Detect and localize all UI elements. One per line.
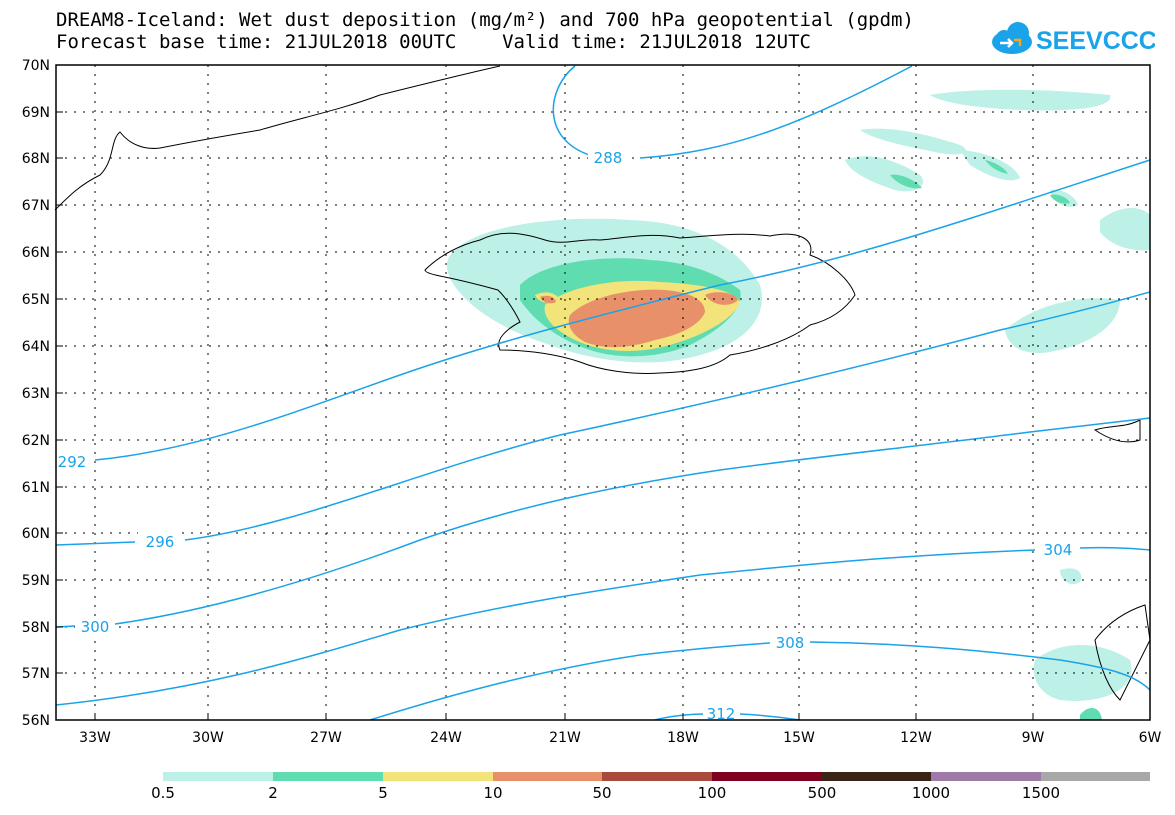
legend-swatch <box>273 772 383 781</box>
ticks <box>56 111 1034 720</box>
contour-label: 288 <box>594 149 623 167</box>
legend-swatch <box>383 772 493 781</box>
lat-label: 67N <box>22 198 50 214</box>
legend-label: 1500 <box>1021 784 1061 802</box>
legend-label: 0.5 <box>151 784 175 802</box>
lon-label: 9W <box>1022 730 1045 746</box>
lon-label: 21W <box>549 730 581 746</box>
lon-label: 27W <box>310 730 342 746</box>
lat-label: 68N <box>22 151 50 167</box>
lat-label: 63N <box>22 386 50 402</box>
legend-label: 2 <box>268 784 278 802</box>
lat-label: 61N <box>22 480 50 496</box>
legend-label: 10 <box>483 784 503 802</box>
lat-label: 58N <box>22 620 50 636</box>
lat-label: 70N <box>22 58 50 74</box>
seevccc-logo: SEEVCCC <box>992 22 1155 55</box>
dust-deposition-field <box>446 89 1150 720</box>
lat-label: 69N <box>22 105 50 121</box>
lat-label: 65N <box>22 292 50 308</box>
lat-label: 56N <box>22 713 50 729</box>
lon-label: 6W <box>1139 730 1162 746</box>
lon-label: 30W <box>192 730 224 746</box>
legend-label: 5 <box>378 784 388 802</box>
legend-swatch <box>712 772 822 781</box>
lat-label: 59N <box>22 573 50 589</box>
map-subtitle: Forecast base time: 21JUL2018 00UTC Vali… <box>56 31 811 53</box>
lat-label: 66N <box>22 245 50 261</box>
contour-label: 308 <box>776 634 805 652</box>
latitude-labels: 70N 69N 68N 67N 66N 65N 64N 63N 62N 61N … <box>22 58 50 729</box>
lat-label: 64N <box>22 339 50 355</box>
contour-labels: 288 292 296 300 304 308 312 <box>52 148 1078 723</box>
legend-label: 500 <box>807 784 837 802</box>
cloud-icon <box>992 22 1032 54</box>
map-title: DREAM8-Iceland: Wet dust deposition (mg/… <box>56 9 914 31</box>
lon-label: 12W <box>900 730 932 746</box>
lat-label: 60N <box>22 526 50 542</box>
contour-label: 296 <box>146 533 175 551</box>
legend-label: 50 <box>592 784 612 802</box>
legend-swatch <box>163 772 273 781</box>
coastline <box>54 65 1151 701</box>
contour-label: 312 <box>707 705 736 723</box>
lon-label: 33W <box>79 730 111 746</box>
legend-swatch <box>602 772 712 781</box>
graticule <box>56 65 1150 720</box>
legend-label: 100 <box>697 784 727 802</box>
lon-label: 15W <box>783 730 815 746</box>
legend-swatch <box>1041 772 1150 781</box>
lat-label: 57N <box>22 666 50 682</box>
legend-swatch <box>822 772 931 781</box>
lon-label: 24W <box>430 730 462 746</box>
legend-swatch <box>931 772 1041 781</box>
contour-label: 292 <box>58 453 87 471</box>
longitude-labels: 33W 30W 27W 24W 21W 18W 15W 12W 9W 6W <box>79 730 1161 746</box>
contour-label: 304 <box>1044 541 1073 559</box>
lat-label: 62N <box>22 433 50 449</box>
legend-swatch <box>493 772 602 781</box>
logo-text: SEEVCCC <box>1036 27 1155 55</box>
lon-label: 18W <box>667 730 699 746</box>
contour-label: 300 <box>81 618 110 636</box>
legend-label: 1000 <box>911 784 951 802</box>
